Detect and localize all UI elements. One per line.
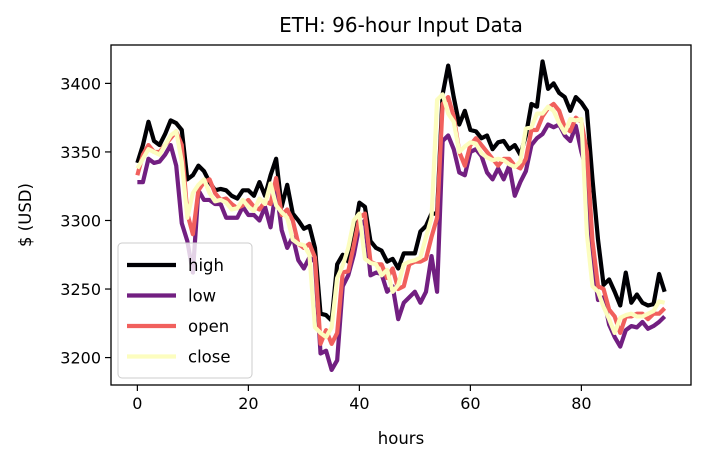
x-axis: 0 20 40 60 80	[132, 385, 592, 413]
y-tick-label: 3300	[60, 211, 101, 230]
y-axis-label: $ (USD)	[16, 183, 35, 247]
chart-title: ETH: 96-hour Input Data	[279, 13, 523, 37]
legend-label-open: open	[188, 317, 229, 336]
x-tick-label: 0	[132, 394, 142, 413]
y-axis: 3200 3250 3300 3350 3400	[60, 74, 111, 368]
y-tick-label: 3200	[60, 349, 101, 368]
x-tick-label: 80	[571, 394, 591, 413]
series-line-low	[137, 122, 667, 373]
x-axis-label: hours	[378, 429, 424, 448]
x-tick-label: 60	[460, 394, 480, 413]
plot-area	[135, 59, 667, 373]
series-line-close	[135, 92, 666, 340]
y-tick-label: 3250	[60, 280, 101, 299]
legend-box	[117, 242, 253, 379]
plot-frame	[110, 44, 692, 386]
legend-label-high: high	[188, 256, 224, 275]
y-tick-label: 3350	[60, 143, 101, 162]
legend-label-low: low	[188, 287, 216, 306]
legend-label-close: close	[188, 348, 231, 367]
x-tick-label: 20	[238, 394, 258, 413]
y-tick-label: 3400	[60, 74, 101, 93]
x-tick-label: 40	[349, 394, 369, 413]
series-line-high	[135, 59, 667, 323]
legend: high low open close	[117, 242, 253, 379]
